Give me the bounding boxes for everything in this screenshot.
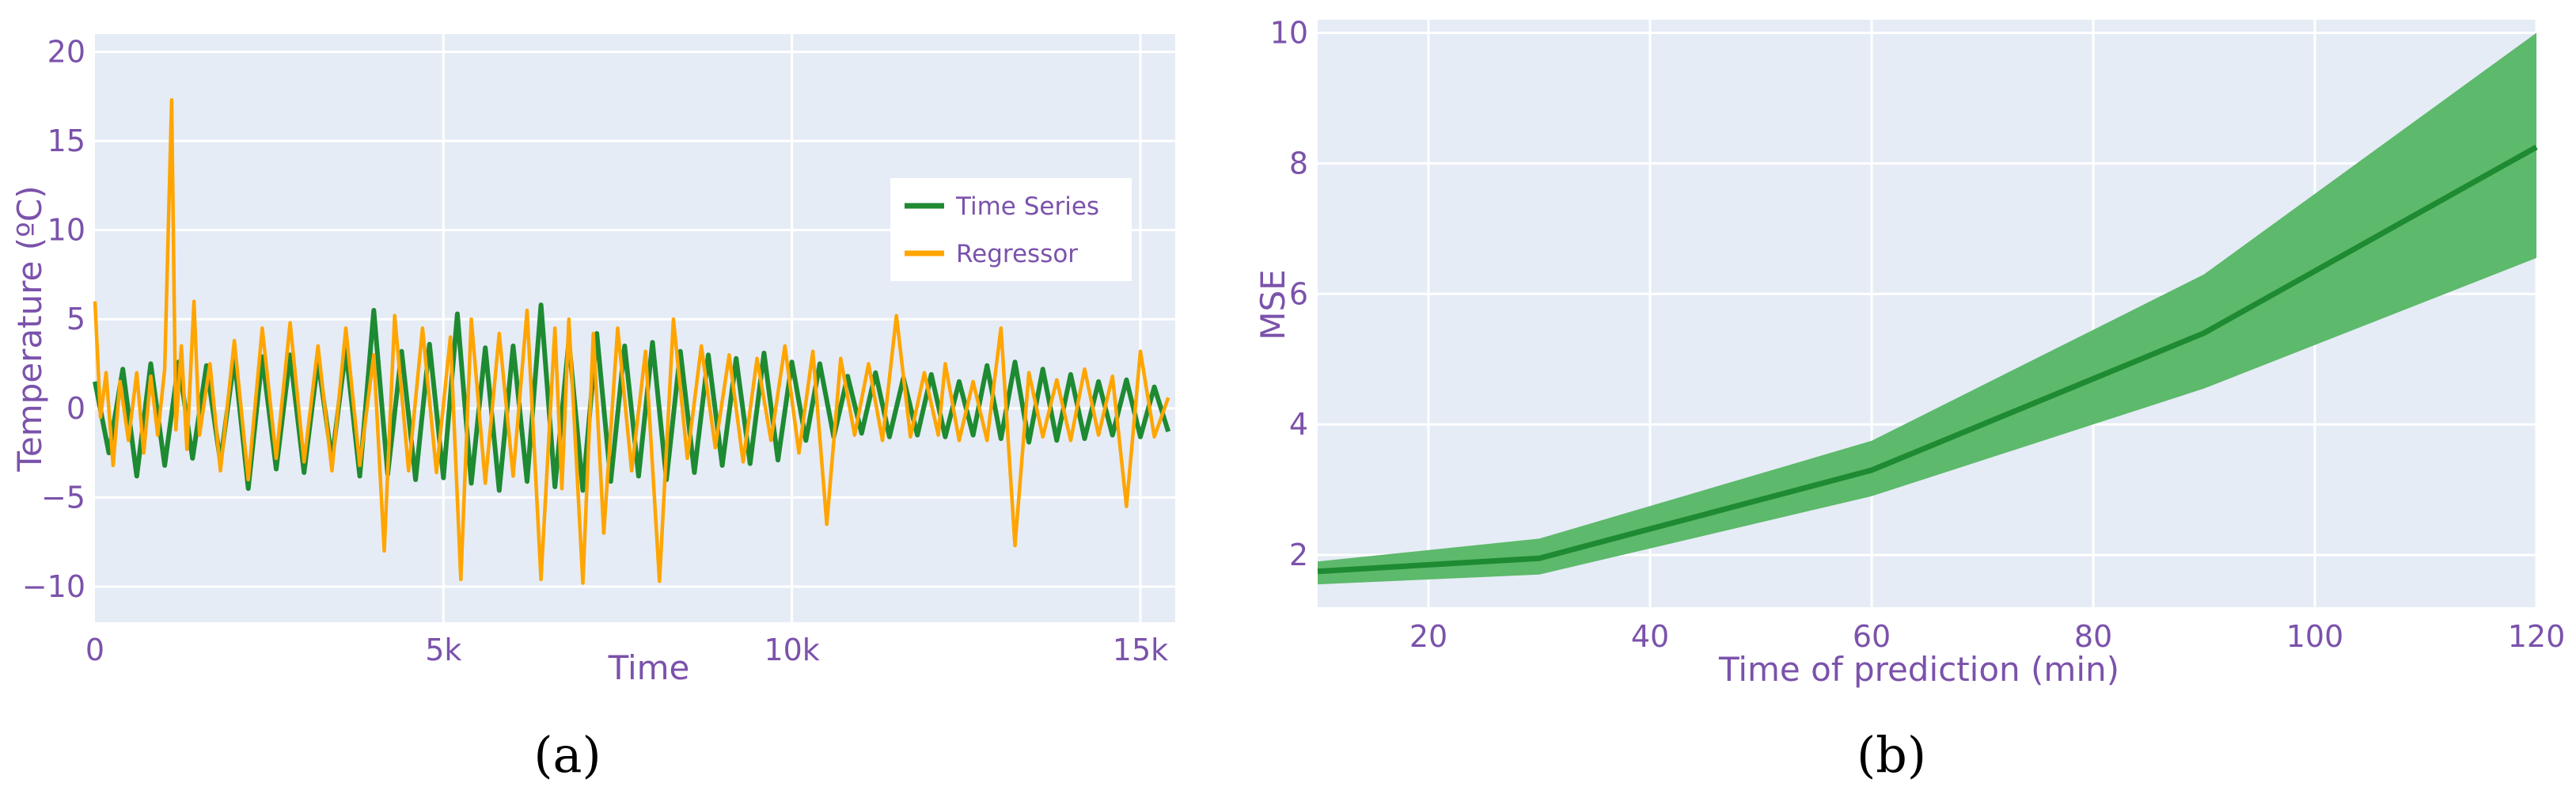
panel-b-x-axis-title: Time of prediction (min) [1718,650,2119,689]
panel-a-legend: Time Series Regressor [890,178,1132,281]
x-tick-label: 60 [1853,619,1891,654]
y-tick-label: 15 [47,124,85,158]
panel-b-y-ticks: 2 4 6 8 10 [1270,15,1308,572]
y-tick-label: 4 [1289,407,1308,442]
panel-b-label: (b) [1857,726,1926,784]
y-tick-label: 20 [47,35,85,70]
panel-a-label: (a) [533,726,601,784]
legend-box [890,178,1132,281]
x-tick-label: 80 [2074,619,2112,654]
y-tick-label: 0 [66,391,85,426]
panel-b-series [1317,32,2538,585]
x-tick-label: 10k [764,633,819,667]
confidence-band [1318,32,2536,585]
x-tick-label: 0 [85,633,104,667]
panel-a-series [93,98,1171,585]
legend-label-regressor: Regressor [956,240,1078,268]
y-tick-label: −5 [41,480,85,515]
x-tick-label: 15k [1113,633,1168,667]
x-tick-label: 40 [1631,619,1669,654]
panel-b-y-axis-title: MSE [1254,269,1292,340]
y-tick-label: 5 [66,302,85,336]
panel-b: 2 4 6 8 10 20 40 60 80 100 120 MSE Time of predic… [1254,15,2565,784]
panel-b-x-ticks: 20 40 60 80 100 120 [1409,619,2565,654]
legend-label-time-series: Time Series [955,192,1099,221]
y-tick-label: 8 [1289,146,1308,180]
panel-a-y-ticks: −10 −5 0 5 10 15 20 [22,35,85,604]
x-tick-label: 20 [1409,619,1447,654]
x-tick-label: 100 [2286,619,2344,654]
mse-mean-line [1317,144,2538,575]
panel-a: −10 −5 0 5 10 15 20 0 5k 10k 15k Temperature (ºC)… [10,34,1175,784]
y-tick-label: −10 [22,569,85,604]
panel-a-grid [95,34,1175,622]
panel-a-plot-background [95,34,1175,622]
panel-a-x-ticks: 0 5k 10k 15k [85,633,1168,667]
x-tick-label: 5k [425,633,461,667]
y-tick-label: 2 [1289,538,1308,572]
series-line-regressor [93,98,1170,585]
panel-a-x-axis-title: Time [608,648,690,687]
y-tick-label: 10 [47,213,85,248]
panel-a-y-axis-title: Temperature (ºC) [10,185,49,472]
y-tick-label: 10 [1270,15,1308,50]
y-tick-label: 6 [1289,276,1308,311]
x-tick-label: 120 [2508,619,2566,654]
